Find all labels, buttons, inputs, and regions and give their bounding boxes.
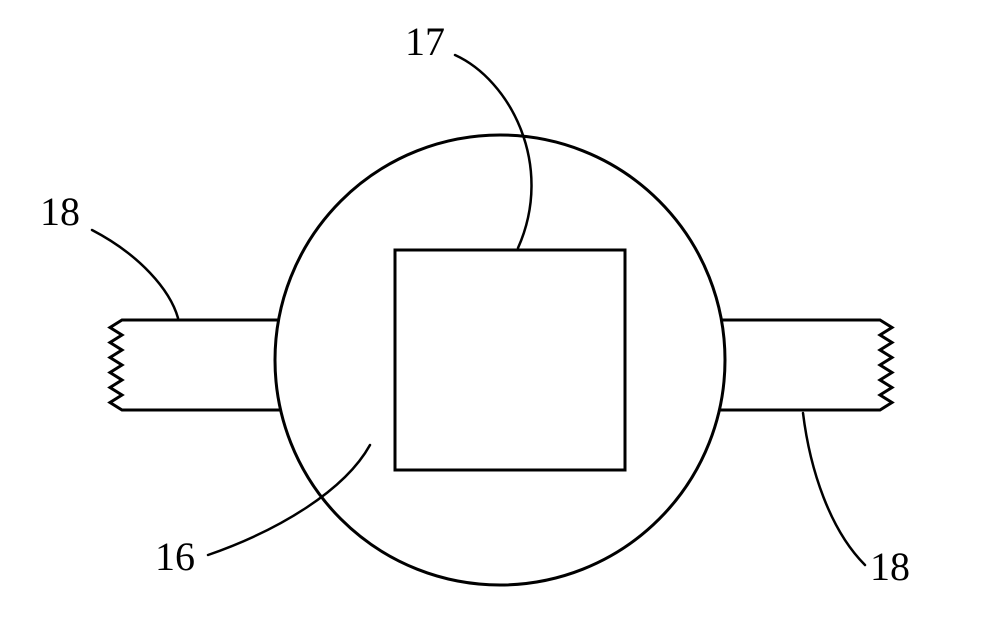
main-circle	[275, 135, 725, 585]
label-16: 16	[155, 534, 195, 579]
left-connector-bar	[110, 320, 290, 410]
leader-18a	[92, 230, 178, 318]
label-17: 17	[405, 19, 445, 64]
leader-18b	[803, 413, 865, 565]
label-18a: 18	[40, 189, 80, 234]
label-18b: 18	[870, 544, 910, 589]
technical-diagram: 17 18 16 18	[0, 0, 1000, 635]
right-connector-bar	[710, 320, 892, 410]
